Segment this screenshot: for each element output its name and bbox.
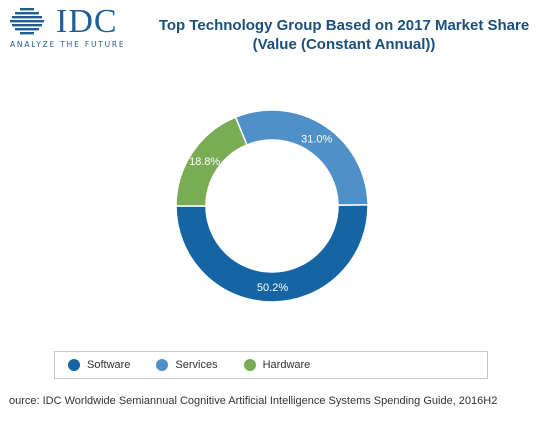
slice-label-software: 50.2%	[257, 282, 288, 294]
globe-icon	[10, 8, 44, 35]
slice-label-hardware: 18.8%	[189, 156, 220, 168]
legend-label-services: Services	[175, 359, 218, 371]
brand-tagline: ANALYZE THE FUTURE	[10, 40, 126, 49]
chart-legend: Software Services Hardware	[54, 351, 488, 379]
legend-marker-hardware	[243, 359, 256, 371]
donut-slice-software[interactable]	[175, 204, 369, 303]
idc-logo: IDC ANALYZE THE FUTURE	[10, 3, 124, 49]
chart-title-line-1: Top Technology Group Based on 2017 Marke…	[158, 17, 530, 34]
legend-marker-software	[68, 359, 80, 371]
donut-slice-services[interactable]	[234, 109, 369, 206]
slice-label-services: 31.0%	[301, 133, 332, 145]
legend-item-software[interactable]: Software	[68, 359, 130, 371]
legend-item-services[interactable]: Services	[156, 359, 218, 371]
chart-title-line-2: (Value (Constant Annual))	[252, 36, 436, 53]
donut-slice-hardware[interactable]	[175, 116, 248, 207]
legend-marker-services	[156, 359, 169, 371]
source-note: ource: IDC Worldwide Semiannual Cognitiv…	[0, 395, 558, 407]
legend-label-software: Software	[87, 359, 131, 371]
legend-item-hardware[interactable]: Hardware	[243, 359, 311, 371]
chart-title: Top Technology Group Based on 2017 Marke…	[120, 16, 558, 54]
source-text: ource: IDC Worldwide Semiannual Cognitiv…	[9, 395, 498, 407]
brand-name: IDC	[56, 3, 118, 40]
legend-label-hardware: Hardware	[262, 359, 311, 371]
